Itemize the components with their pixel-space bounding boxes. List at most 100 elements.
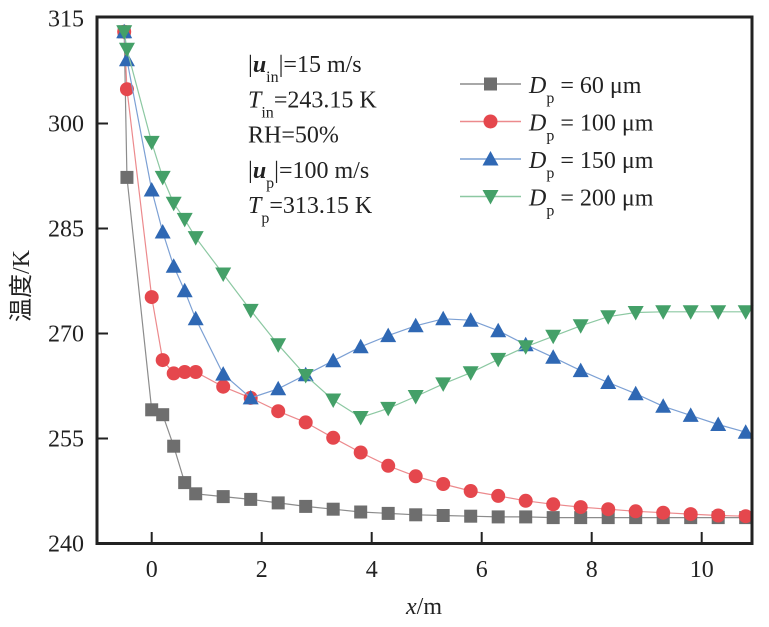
data-point — [546, 511, 560, 525]
data-point — [178, 476, 192, 490]
data-point — [216, 490, 230, 504]
legend-item: Dp = 200 μm — [460, 186, 654, 220]
data-point — [519, 510, 533, 524]
series-line — [123, 31, 746, 433]
data-point — [546, 497, 561, 512]
data-point — [573, 500, 588, 515]
data-point — [297, 369, 314, 384]
data-point — [682, 305, 699, 320]
series-square — [117, 25, 753, 525]
data-point — [187, 231, 204, 246]
data-point — [407, 390, 424, 405]
data-point — [325, 352, 342, 368]
data-point — [215, 267, 232, 282]
data-point — [143, 182, 160, 197]
data-point — [655, 305, 672, 320]
data-point — [156, 408, 170, 422]
annotation-line: RH=50% — [248, 123, 339, 149]
legend-marker — [482, 151, 499, 166]
data-point — [682, 407, 699, 422]
x-tick-label: 6 — [476, 557, 488, 583]
x-tick-label: 0 — [146, 557, 158, 583]
data-point — [683, 507, 698, 522]
data-point — [155, 353, 170, 368]
series-line — [123, 31, 746, 519]
data-point — [242, 389, 259, 405]
data-point — [144, 290, 159, 305]
data-point — [176, 212, 193, 228]
data-point — [737, 424, 754, 439]
data-point — [627, 306, 644, 321]
data-point — [572, 362, 589, 378]
data-point — [271, 496, 285, 510]
series-layer — [116, 23, 754, 525]
data-point — [409, 508, 423, 522]
legend-label: Dp = 100 μm — [528, 111, 654, 145]
data-point — [270, 338, 287, 353]
data-point — [165, 196, 182, 212]
data-point — [120, 170, 134, 184]
data-point — [325, 393, 342, 408]
data-point — [188, 365, 203, 379]
data-point — [517, 340, 534, 355]
data-point — [711, 508, 726, 523]
legend-label: Dp = 200 μm — [528, 186, 654, 220]
data-point — [381, 458, 396, 473]
data-point — [352, 411, 369, 426]
annotation-line: |uin|=15 m/s — [248, 52, 362, 86]
y-tick-label: 285 — [48, 217, 84, 243]
data-point — [436, 477, 451, 491]
data-point — [353, 445, 368, 460]
x-tick-label: 2 — [256, 557, 268, 583]
data-point — [545, 329, 562, 345]
data-point — [491, 488, 506, 503]
data-point — [216, 379, 231, 394]
plot-frame — [95, 15, 754, 545]
data-point — [656, 505, 671, 520]
x-tick-label: 10 — [690, 557, 714, 583]
legend-marker — [482, 190, 499, 205]
series-triangle-down — [116, 25, 754, 426]
data-point — [270, 380, 287, 396]
legend-label: Dp = 60 μm — [528, 73, 642, 107]
data-point — [354, 505, 368, 519]
y-tick-label: 300 — [48, 112, 84, 138]
data-point — [380, 327, 397, 343]
data-point — [189, 487, 203, 501]
data-point — [408, 469, 423, 484]
data-point — [600, 374, 617, 389]
data-point — [154, 224, 171, 239]
data-point — [154, 170, 171, 186]
data-point — [215, 366, 232, 381]
data-point — [299, 499, 313, 513]
data-point — [145, 403, 159, 417]
data-point — [463, 484, 478, 498]
x-axis-ticks: 0 2 4 6 8 10 — [146, 532, 714, 583]
data-point — [436, 509, 450, 522]
legend-marker — [484, 77, 497, 91]
series-line — [123, 31, 746, 419]
data-point — [737, 305, 754, 320]
data-point — [490, 352, 507, 368]
annotation-line: |up|=100 m/s — [248, 158, 369, 192]
data-point — [352, 338, 369, 354]
data-point — [462, 312, 479, 327]
y-tick-label: 255 — [48, 427, 84, 453]
data-point — [407, 317, 424, 333]
data-point — [116, 25, 133, 40]
data-point — [166, 366, 181, 381]
legend-label: Dp = 150 μm — [528, 148, 654, 182]
data-point — [738, 509, 753, 524]
data-point — [462, 366, 479, 381]
data-point — [600, 310, 617, 325]
data-point — [601, 502, 616, 517]
y-axis-ticks: 240 255 270 285 300 315 — [48, 7, 108, 558]
data-point — [464, 509, 478, 523]
data-point — [491, 510, 505, 524]
data-point — [381, 506, 395, 520]
x-tick-label: 4 — [366, 557, 378, 583]
data-point — [655, 398, 672, 413]
data-point — [627, 385, 644, 401]
